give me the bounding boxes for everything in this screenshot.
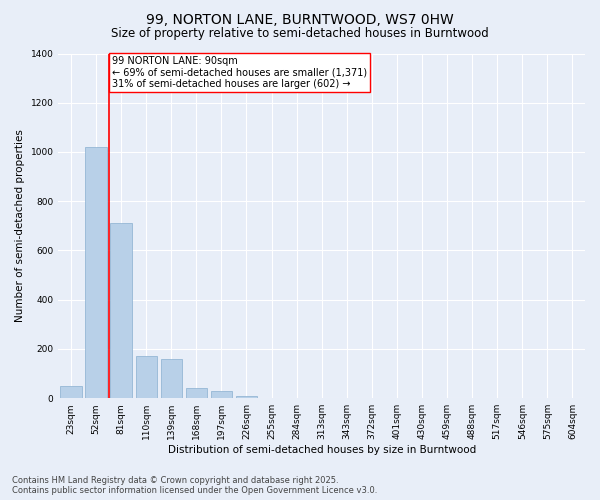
Text: 99 NORTON LANE: 90sqm
← 69% of semi-detached houses are smaller (1,371)
31% of s: 99 NORTON LANE: 90sqm ← 69% of semi-deta… [112,56,367,89]
Bar [110,224,132,398]
Bar [136,356,157,398]
Bar [60,386,82,398]
Text: 99, NORTON LANE, BURNTWOOD, WS7 0HW: 99, NORTON LANE, BURNTWOOD, WS7 0HW [146,12,454,26]
Bar [161,359,182,398]
Bar [211,391,232,398]
Text: Contains HM Land Registry data © Crown copyright and database right 2025.
Contai: Contains HM Land Registry data © Crown c… [12,476,377,495]
Text: Size of property relative to semi-detached houses in Burntwood: Size of property relative to semi-detach… [111,28,489,40]
Bar [85,147,107,398]
X-axis label: Distribution of semi-detached houses by size in Burntwood: Distribution of semi-detached houses by … [167,445,476,455]
Bar [236,396,257,398]
Y-axis label: Number of semi-detached properties: Number of semi-detached properties [15,130,25,322]
Bar [185,388,207,398]
